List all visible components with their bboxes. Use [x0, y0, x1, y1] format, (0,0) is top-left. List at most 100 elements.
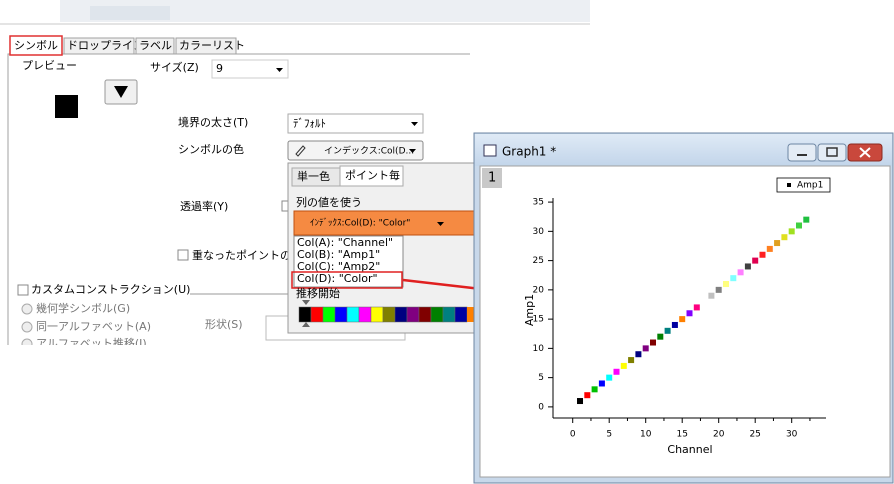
combo-value: 9 [216, 62, 223, 75]
color-popup: 単一色 ポイント毎 列の値を使う ｲﾝﾃﾞｯｸｽ:Col(D): "Color"… [287, 162, 479, 334]
y-tick-label: 0 [538, 402, 544, 412]
marker-icon [302, 300, 310, 305]
y-tick-label: 15 [533, 315, 544, 325]
tab-label[interactable]: ドロップライン [67, 39, 144, 52]
point [591, 386, 598, 393]
label: 重なったポイントのず [192, 248, 302, 262]
y-axis-title: Amp1 [523, 294, 536, 326]
radio[interactable] [21, 303, 33, 315]
point [803, 216, 810, 223]
x-tick-label: 30 [786, 430, 798, 440]
legend-label: Amp1 [797, 181, 823, 191]
graph-window: Graph1 * 1 Channel Amp1 [473, 132, 894, 484]
size-combo[interactable] [211, 59, 289, 79]
tab-label[interactable]: シンボル [14, 39, 58, 52]
palette-swatch [346, 306, 360, 323]
combo-value: ﾃﾞﾌｫﾙﾄ [293, 117, 326, 130]
tab[interactable] [175, 37, 237, 55]
label: 推移開始 [296, 286, 340, 300]
palette-swatch [467, 307, 478, 322]
point [650, 339, 657, 346]
minimize-button[interactable] [787, 143, 817, 162]
restore-button[interactable] [817, 143, 847, 162]
radio-label: アルファベット推移(I) [36, 336, 147, 350]
palette-swatch [382, 306, 396, 323]
dropdown-arrow [411, 122, 418, 126]
label: 透過率(Y) [180, 199, 228, 213]
window-icon [483, 144, 497, 157]
legend [776, 177, 831, 193]
x-tick-label: 25 [749, 430, 760, 440]
point [715, 286, 722, 293]
symbol-preview [55, 95, 78, 118]
arrow-icon [114, 86, 128, 98]
radio[interactable] [21, 321, 33, 333]
point [657, 333, 664, 340]
legend-symbol [787, 183, 791, 187]
point [598, 380, 605, 387]
point [730, 275, 737, 282]
y-tick-label: 35 [533, 198, 544, 208]
tab[interactable] [339, 165, 404, 187]
point [642, 345, 649, 352]
label: サイズ(Z) [150, 60, 199, 74]
marker-icon [302, 322, 310, 327]
y-tick-label: 30 [533, 227, 545, 237]
layer-tab[interactable] [482, 168, 502, 188]
tab[interactable] [63, 37, 135, 55]
option[interactable]: Col(C): "Amp2" [297, 260, 380, 273]
label: 列の値を使う [296, 195, 362, 209]
palette-swatch [430, 306, 444, 323]
x-tick-label: 5 [606, 430, 612, 440]
button-value: インデックス:Col(D... [324, 145, 414, 157]
dropdown-arrow [437, 222, 444, 226]
option[interactable]: Col(B): "Amp1" [297, 248, 380, 261]
point [635, 351, 642, 358]
tab[interactable] [135, 37, 175, 55]
border-combo[interactable] [287, 113, 424, 134]
point [737, 269, 744, 276]
x-tick-label: 20 [713, 430, 725, 440]
column-combo[interactable] [293, 210, 479, 236]
checkbox[interactable] [17, 284, 29, 296]
palette-strip [298, 306, 478, 323]
point [701, 298, 708, 305]
point [620, 362, 627, 369]
point [708, 292, 715, 299]
radio[interactable] [21, 338, 33, 349]
y-tick-label: 25 [533, 256, 544, 266]
tab-label[interactable]: ポイント毎 [345, 169, 400, 182]
close-icon [859, 147, 871, 158]
layer-label[interactable]: 1 [488, 171, 496, 186]
point [788, 228, 795, 235]
pencil-icon [295, 145, 306, 157]
combo-value: ｲﾝﾃﾞｯｸｽ:Col(D): "Color" [310, 218, 410, 229]
palette-swatch [394, 306, 408, 323]
label: カスタムコンストラクション(U) [31, 283, 190, 296]
palette-swatch [418, 306, 432, 323]
point [759, 251, 766, 258]
palette-swatch [454, 306, 468, 323]
point [686, 310, 693, 317]
palette-swatch [298, 306, 312, 323]
background-window [90, 6, 170, 20]
point [781, 234, 788, 241]
option[interactable]: Col(D): "Color" [297, 272, 378, 285]
window-title: Graph1 * [502, 145, 556, 159]
palette-swatch [358, 306, 372, 323]
checkbox[interactable] [177, 249, 189, 261]
tab-label[interactable]: ラベル [139, 39, 172, 52]
option-list [293, 235, 404, 288]
point [628, 357, 635, 364]
tab-label[interactable]: カラーリスト [179, 39, 245, 52]
tab[interactable] [9, 35, 63, 56]
point [722, 281, 729, 288]
palette-swatch [406, 306, 420, 323]
point [606, 374, 613, 381]
y-tick-label: 20 [533, 285, 545, 295]
palette-swatch [334, 306, 348, 323]
palette-swatch [322, 306, 336, 323]
option[interactable]: Col(A): "Channel" [297, 236, 393, 249]
color-button[interactable] [287, 140, 424, 161]
tab-label[interactable]: 単一色 [297, 169, 330, 183]
